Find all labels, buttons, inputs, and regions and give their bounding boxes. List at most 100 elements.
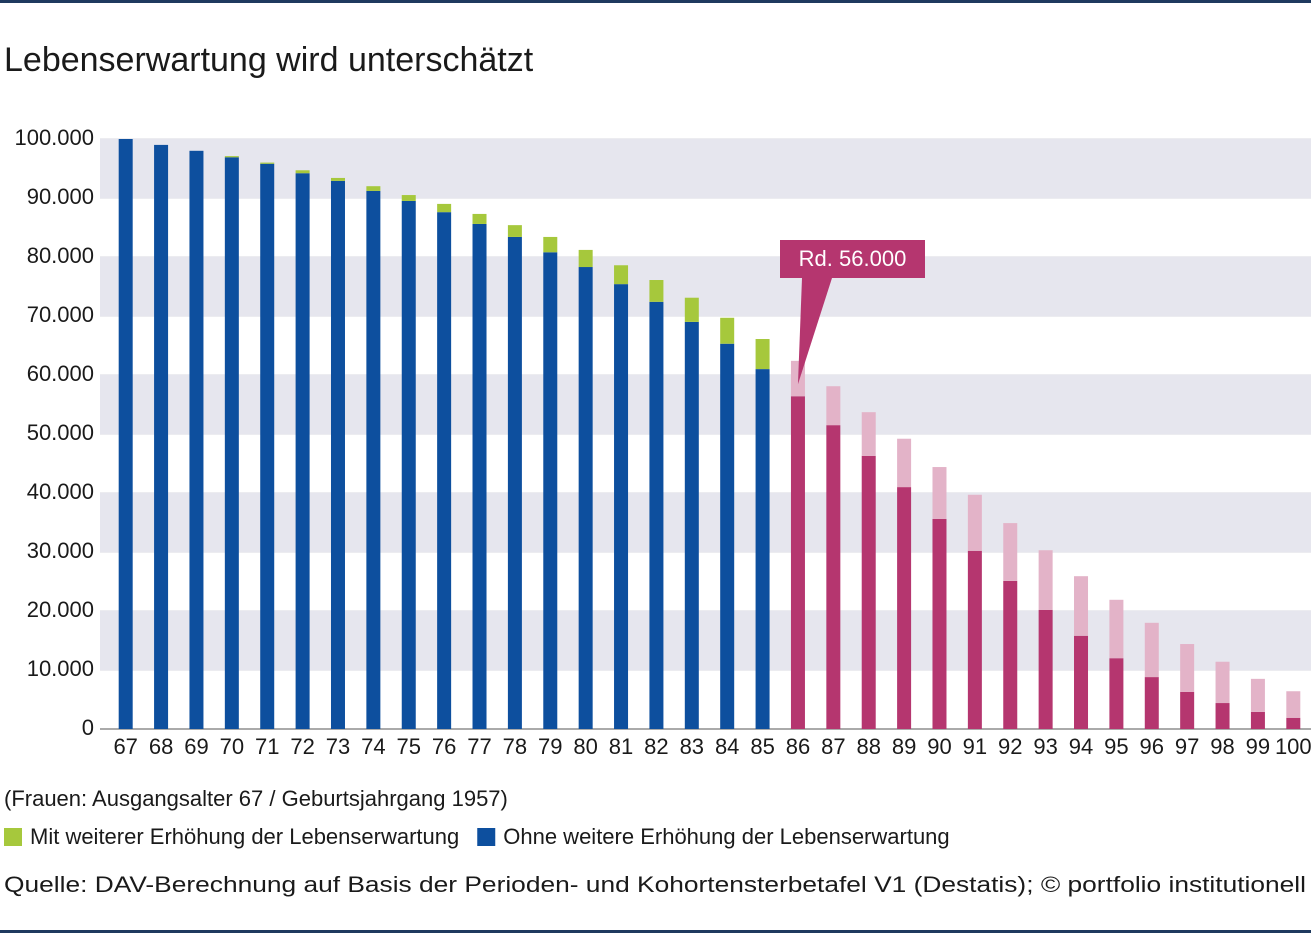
x-tick-label: 94 (1069, 734, 1093, 759)
y-tick-label: 20.000 (27, 597, 94, 622)
bar-segment (1250, 711, 1265, 729)
x-tick-label: 90 (927, 734, 951, 759)
bar-segment (543, 252, 558, 729)
bar-segment (543, 236, 558, 253)
bar-segment (861, 455, 876, 729)
x-tick-label: 68 (149, 734, 173, 759)
bar-segment (1074, 635, 1089, 729)
bar-segment (1286, 691, 1301, 718)
bar-segment (260, 162, 275, 164)
bar-segment (224, 157, 239, 730)
y-tick-label: 50.000 (27, 420, 94, 445)
bar-segment (1180, 644, 1195, 692)
x-tick-label: 73 (326, 734, 350, 759)
callout-label: Rd. 56.000 (799, 246, 907, 271)
bar-segment (1038, 550, 1053, 610)
grid-band (100, 257, 1311, 316)
bar-segment (1109, 658, 1124, 729)
bar-segment (967, 494, 982, 551)
bar-segment (897, 487, 912, 729)
x-tick-label: 98 (1210, 734, 1234, 759)
y-tick-label: 30.000 (27, 538, 94, 563)
bar-segment (330, 177, 345, 181)
bar-segment (578, 249, 593, 268)
bar-segment (330, 180, 345, 729)
x-tick-label: 97 (1175, 734, 1199, 759)
bar-segment (189, 150, 204, 730)
bar-segment (720, 343, 735, 729)
x-tick-label: 71 (255, 734, 279, 759)
bar-segment (295, 173, 310, 730)
bar-segment (684, 297, 699, 322)
bar-segment (861, 412, 876, 456)
grid-band (100, 139, 1311, 198)
bar-segment (437, 203, 452, 213)
bar-segment (260, 163, 275, 729)
bar-segment (932, 467, 947, 519)
bar-segment (578, 267, 593, 729)
legend-swatch (477, 828, 496, 846)
x-tick-label: 86 (786, 734, 810, 759)
bar-segment (755, 369, 770, 729)
bar-segment (1074, 576, 1089, 636)
subtitle: (Frauen: Ausgangsalter 67 / Geburtsjahrg… (4, 786, 508, 811)
bar-segment (366, 190, 381, 730)
y-tick-label: 70.000 (27, 302, 94, 327)
x-tick-label: 87 (821, 734, 845, 759)
bar-segment (1144, 677, 1159, 729)
bar-segment (1180, 691, 1195, 729)
bar-segment (1144, 622, 1159, 678)
callout-box (780, 240, 925, 278)
x-tick-label: 91 (963, 734, 987, 759)
bar-segment (154, 144, 169, 729)
bar-segment (1286, 717, 1301, 729)
x-tick-label: 89 (892, 734, 916, 759)
bar-segment (472, 223, 487, 729)
y-tick-label: 60.000 (27, 361, 94, 386)
y-tick-label: 10.000 (27, 656, 94, 681)
x-tick-label: 76 (432, 734, 456, 759)
bar-segment (1003, 580, 1018, 729)
grid-band (100, 493, 1311, 552)
bar-segment (897, 438, 912, 488)
grid-band (100, 611, 1311, 670)
bar-segment (295, 170, 310, 174)
bar-segment (437, 212, 452, 729)
bar-segment (790, 396, 805, 729)
x-tick-label: 95 (1104, 734, 1128, 759)
x-tick-label: 74 (361, 734, 385, 759)
y-tick-label: 40.000 (27, 479, 94, 504)
x-tick-label: 69 (184, 734, 208, 759)
legend-label: Mit weiterer Erhöhung der Lebenserwartun… (30, 824, 459, 849)
x-tick-label: 92 (998, 734, 1022, 759)
bar-segment (507, 236, 522, 729)
x-tick-label: 67 (113, 734, 137, 759)
x-tick-label: 99 (1246, 734, 1270, 759)
x-tick-label: 96 (1140, 734, 1164, 759)
bar-segment (1003, 523, 1018, 581)
x-tick-label: 81 (609, 734, 633, 759)
legend-label: Ohne weitere Erhöhung der Lebenserwartun… (503, 824, 949, 849)
y-tick-label: 100.000 (14, 125, 94, 150)
callout-pointer (797, 278, 832, 385)
bar-segment (826, 425, 841, 729)
x-tick-label: 72 (290, 734, 314, 759)
x-tick-label: 79 (538, 734, 562, 759)
bar-segment (967, 550, 982, 729)
top-rule (0, 0, 1311, 3)
x-tick-label: 100 (1275, 734, 1311, 759)
bar-segment (118, 139, 133, 729)
x-tick-label: 83 (680, 734, 704, 759)
bar-segment (826, 386, 841, 426)
bar-segment (1215, 661, 1230, 704)
bar-segment (684, 321, 699, 729)
x-tick-label: 80 (573, 734, 597, 759)
bar-segment (614, 284, 629, 729)
x-tick-label: 75 (397, 734, 421, 759)
x-tick-label: 78 (503, 734, 527, 759)
bar-segment (401, 195, 416, 201)
bar-segment (1038, 609, 1053, 729)
bar-segment (614, 265, 629, 285)
x-tick-label: 93 (1033, 734, 1057, 759)
